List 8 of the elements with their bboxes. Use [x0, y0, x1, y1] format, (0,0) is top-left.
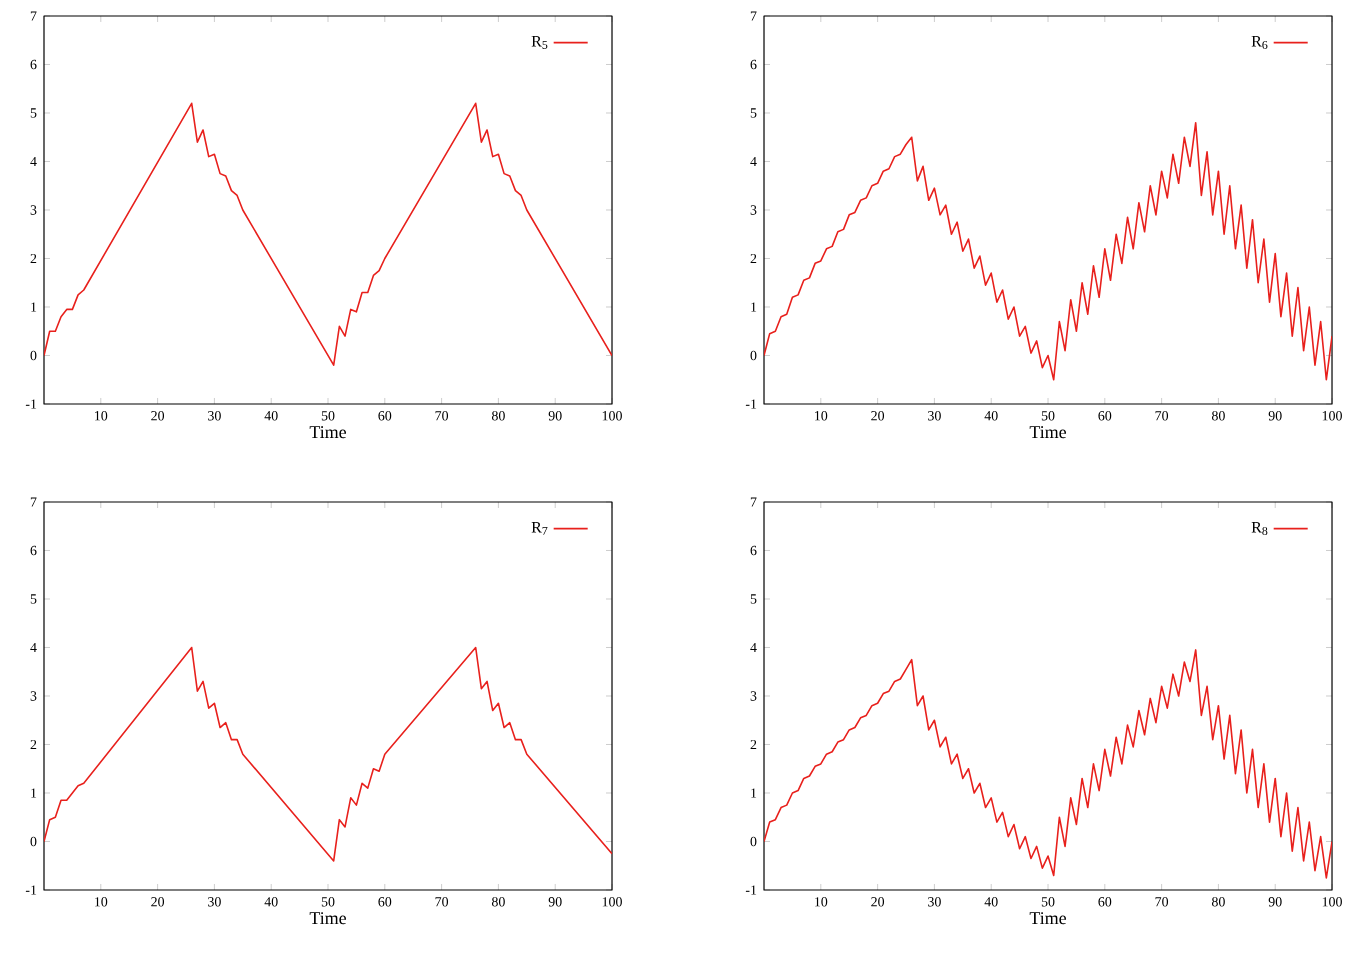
line-series [764, 121, 1333, 381]
x-axis-title: Time [1029, 912, 1067, 925]
x-axis-title: Time [1029, 426, 1067, 439]
x-axis-title: Time [309, 426, 347, 439]
x-axis-title: Time [309, 912, 347, 925]
line-series [44, 102, 613, 366]
line-series [44, 646, 613, 862]
line-series [764, 649, 1333, 879]
